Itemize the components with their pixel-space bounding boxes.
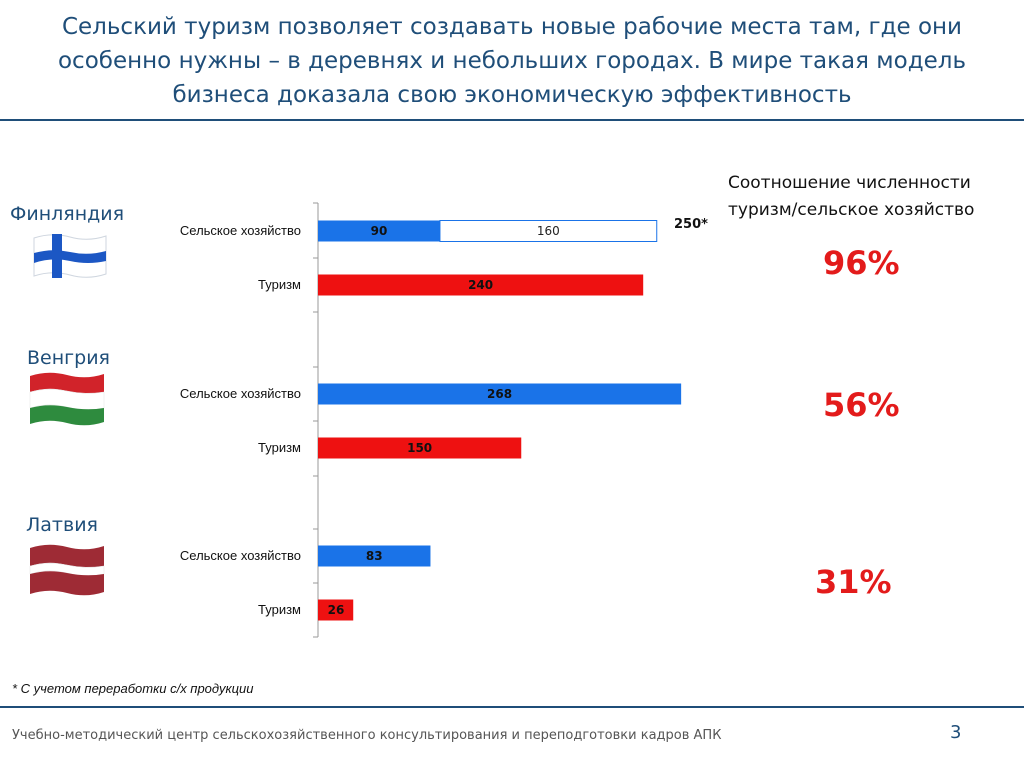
category-label: Туризм [258,277,301,292]
country-label-finland: Финляндия [10,203,125,225]
bar-tourism [318,437,522,459]
ratio-latvia: 31% [815,563,892,601]
data-label-agriculture: 268 [487,387,512,401]
bar-agriculture [318,545,431,567]
ratio-header: Соотношение численности туризм/сельское … [728,173,975,220]
country-label-hungary: Венгрия [27,347,110,369]
data-label-agriculture: 90 [371,224,388,238]
bar-agriculture [318,220,440,242]
data-label-tourism: 240 [468,278,493,292]
ratio-finland: 96% [823,244,900,282]
slide-number: 3 [950,722,962,743]
footer-divider [0,706,1024,708]
category-label: Туризм [258,440,301,455]
category-label: Сельское хозяйство [180,548,301,563]
data-label-tourism: 150 [407,441,432,455]
ratio-hungary: 56% [823,386,900,424]
latvia-flag-icon [29,544,105,596]
bar-tourism [318,599,354,621]
finland-flag-icon [33,234,107,278]
country-label-latvia: Латвия [26,514,98,536]
data-label-tourism: 26 [328,603,345,617]
bar-agriculture-processing [439,220,658,242]
category-label: Сельское хозяйство [180,386,301,401]
footnote: * С учетом переработки с/х продукции [12,681,254,696]
hungary-flag-icon [29,372,105,426]
data-label-agriculture: 83 [366,549,383,563]
page-title: Сельский туризм позволяет создавать новы… [57,14,967,108]
category-label: Туризм [258,602,301,617]
category-label: Сельское хозяйство [180,223,301,238]
total-annotation: 250* [674,217,708,232]
footer-text: Учебно-методический центр сельскохозяйст… [12,728,722,743]
title-divider [0,119,1024,121]
bar-tourism [318,274,644,296]
bar-agriculture [318,383,682,405]
data-label-processing: 160 [537,224,560,238]
